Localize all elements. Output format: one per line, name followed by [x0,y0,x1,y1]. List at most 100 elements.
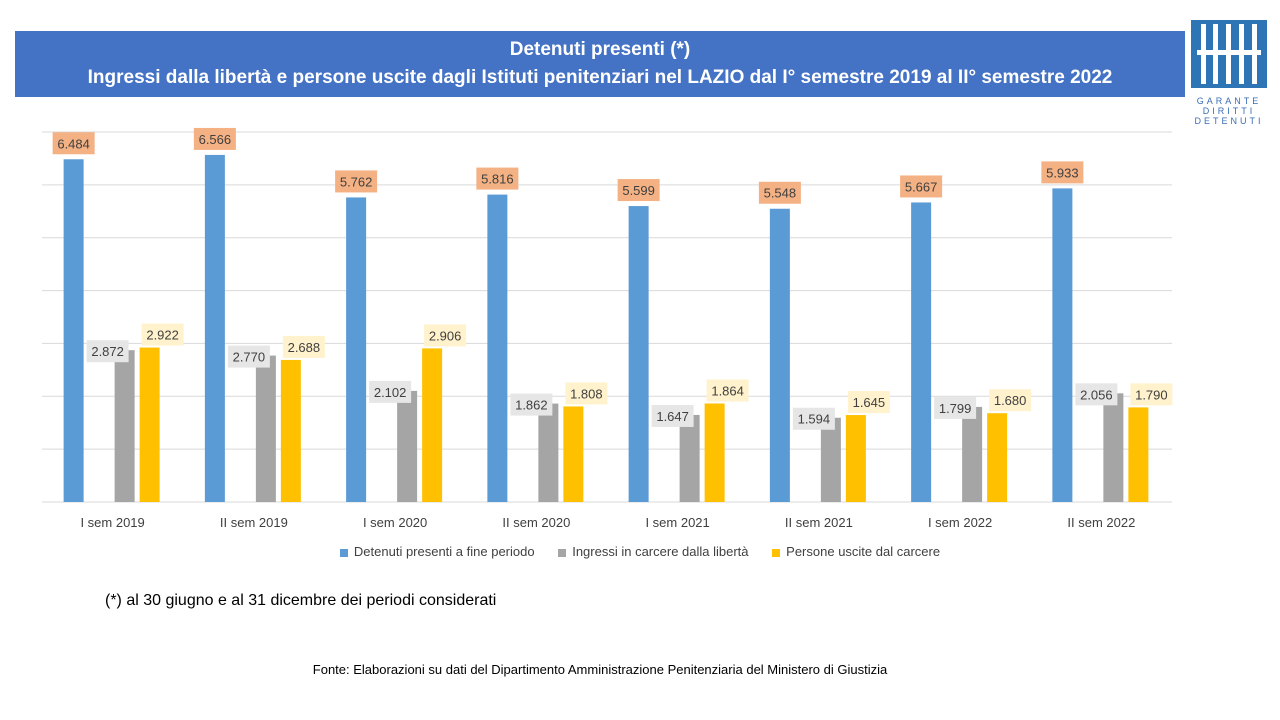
data-label-background [706,379,749,402]
x-tick-label: II sem 2021 [785,515,853,530]
data-label: 2.102 [374,385,407,400]
data-label: 1.680 [994,393,1027,408]
data-label-background [424,324,467,347]
source-note: Fonte: Elaborazioni su dati del Dipartim… [312,662,888,677]
data-label: 5.933 [1046,165,1079,180]
legend-label-uscite: Persone uscite dal carcere [786,544,941,559]
data-label: 6.566 [199,132,232,147]
x-tick-label: II sem 2022 [1067,515,1135,530]
data-label: 2.906 [429,328,462,343]
data-label: 2.770 [233,350,266,365]
logo-text-diritti: DIRITTI [1202,106,1256,116]
bar-series-2 [255,355,276,502]
chart-subtitle: Ingressi dalla libertà e persone uscite … [87,67,1113,88]
bar-series-1 [911,202,932,503]
bar-series-1 [628,206,649,502]
data-label-background [758,181,801,204]
x-tick-label: II sem 2020 [502,515,570,530]
bar-series-3 [280,359,301,502]
logo-text-detenuti: DETENUTI [1194,116,1264,126]
bar-series-1 [63,159,84,502]
data-label-background [476,167,519,190]
bar-series-3 [139,347,160,502]
legend-label-ingressi: Ingressi in carcere dalla libertà [572,544,749,559]
data-label-background [86,340,129,363]
data-label-background [1130,383,1173,406]
data-label-background [565,382,608,405]
x-tick-label: I sem 2019 [80,515,144,530]
data-label: 6.484 [57,136,90,151]
data-label-background [369,380,412,403]
data-label: 5.599 [622,183,655,198]
data-label: 5.667 [905,179,938,194]
bar-chart: I sem 2019 6.484 2.872 2.922 II sem 2019 6.56… [42,127,1173,530]
garante-logo-mark [1191,20,1267,88]
x-tick-label: I sem 2022 [928,515,992,530]
data-label: 1.647 [656,409,689,424]
bar-series-1 [204,154,225,502]
data-label: 2.688 [288,340,321,355]
x-tick-label: I sem 2020 [363,515,427,530]
bar-series-3 [845,415,866,502]
legend-item-ingressi: Ingressi in carcere dalla libertà [558,544,749,559]
bar-series-2 [114,350,135,502]
legend-item-uscite: Persone uscite dal carcere [772,544,940,559]
bar-series-2 [679,414,700,502]
bar-series-1 [346,197,367,503]
garante-logo: GARANTE DIRITTI DETENUTI [1189,18,1269,126]
bar-series-1 [1052,188,1073,503]
data-label-background [1041,161,1084,184]
data-label-background [141,323,184,346]
data-label-background [282,335,325,358]
data-label: 2.922 [146,328,179,343]
data-label-background [934,396,977,419]
chart-legend: Detenuti presenti a fine periodo Ingress… [0,544,1280,559]
bar-series-3 [422,348,443,502]
chart-title-banner: Detenuti presenti (*) Ingressi dalla lib… [15,31,1185,97]
bar-series-2 [962,406,983,502]
legend-label-detenuti: Detenuti presenti a fine periodo [353,544,535,559]
data-label-background [193,127,236,150]
footnote: (*) al 30 giugno e al 31 dicembre dei pe… [105,592,497,609]
legend-swatch-ingressi [558,548,567,557]
data-label-background [989,389,1032,412]
legend-item-detenuti: Detenuti presenti a fine periodo [339,544,535,559]
bar-series-1 [487,194,508,502]
data-label: 5.548 [764,186,797,201]
x-tick-label: II sem 2019 [220,515,288,530]
data-label: 2.056 [1080,387,1113,402]
bar-series-3 [704,403,725,502]
data-label-background [847,391,890,414]
data-label-background [510,393,553,416]
data-label-background [900,175,943,198]
data-label-background [335,170,378,193]
data-label-background [792,407,835,430]
data-label: 1.790 [1135,387,1168,402]
bar-series-2 [397,390,418,502]
bar-series-2 [820,417,841,502]
data-label: 2.872 [91,344,124,359]
data-label-background [1075,383,1118,406]
bar-series-3 [563,406,584,502]
bar-series-3 [987,413,1008,502]
bar-series-2 [538,403,559,502]
logo-text-garante: GARANTE [1196,96,1262,106]
chart-title: Detenuti presenti (*) [509,39,691,60]
bar-series-1 [769,208,790,502]
bar-series-2 [1103,393,1124,502]
data-label-background [52,132,95,155]
data-label: 1.799 [939,401,972,416]
legend-swatch-uscite [772,548,781,557]
data-label: 5.762 [340,174,373,189]
data-label: 1.862 [515,398,548,413]
data-label: 1.645 [853,395,886,410]
bar-series-3 [1128,407,1149,502]
data-label: 1.594 [798,412,831,427]
data-label: 1.808 [570,386,603,401]
data-label: 5.816 [481,172,514,187]
x-tick-label: I sem 2021 [645,515,709,530]
data-label-background [227,345,270,368]
data-label: 1.864 [711,383,744,398]
data-label-background [617,179,660,202]
data-label-background [651,404,694,427]
